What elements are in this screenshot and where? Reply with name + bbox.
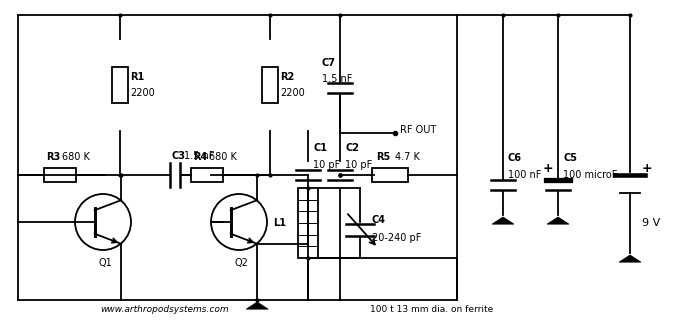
Text: 1.5 nF: 1.5 nF bbox=[184, 151, 214, 161]
Text: C1: C1 bbox=[313, 143, 327, 153]
Text: R4: R4 bbox=[193, 152, 207, 162]
Text: C2: C2 bbox=[345, 143, 359, 153]
Polygon shape bbox=[619, 255, 641, 262]
Bar bbox=[262, 67, 278, 103]
Text: 4.7 K: 4.7 K bbox=[395, 152, 420, 162]
Text: C4: C4 bbox=[372, 215, 386, 225]
Bar bbox=[112, 67, 128, 103]
Text: 20-240 pF: 20-240 pF bbox=[372, 233, 422, 243]
Text: C7: C7 bbox=[322, 58, 336, 68]
Text: R5: R5 bbox=[376, 152, 390, 162]
Text: +: + bbox=[642, 162, 652, 175]
Polygon shape bbox=[492, 217, 514, 224]
Text: RF OUT: RF OUT bbox=[400, 125, 436, 135]
Text: R2: R2 bbox=[280, 72, 294, 82]
Text: 100 nF: 100 nF bbox=[508, 170, 542, 180]
Text: R3: R3 bbox=[46, 152, 60, 162]
Text: 680 K: 680 K bbox=[209, 152, 237, 162]
Polygon shape bbox=[547, 217, 569, 224]
Text: 2200: 2200 bbox=[130, 88, 155, 98]
Bar bbox=[298, 188, 318, 258]
Bar bbox=[44, 168, 76, 182]
Text: C6: C6 bbox=[508, 153, 522, 163]
Text: 9 V: 9 V bbox=[642, 218, 660, 228]
Text: Q1: Q1 bbox=[98, 258, 112, 268]
Text: C5: C5 bbox=[563, 153, 577, 163]
Text: 680 K: 680 K bbox=[62, 152, 90, 162]
Text: 10 pF: 10 pF bbox=[345, 160, 372, 170]
Text: +: + bbox=[542, 162, 553, 175]
Text: 1.5 nF: 1.5 nF bbox=[322, 74, 352, 84]
Text: C3: C3 bbox=[171, 151, 185, 161]
Text: 100 t 13 mm dia. on ferrite: 100 t 13 mm dia. on ferrite bbox=[370, 305, 493, 314]
Polygon shape bbox=[246, 302, 268, 309]
Bar bbox=[372, 168, 408, 182]
Text: L1: L1 bbox=[273, 218, 286, 228]
Text: Q2: Q2 bbox=[234, 258, 248, 268]
Text: 2200: 2200 bbox=[280, 88, 305, 98]
Text: 100 microF: 100 microF bbox=[563, 170, 617, 180]
Bar bbox=[191, 168, 223, 182]
Text: R1: R1 bbox=[130, 72, 144, 82]
Text: www.arthropodsystems.com: www.arthropodsystems.com bbox=[101, 305, 229, 314]
Text: 10 pF: 10 pF bbox=[313, 160, 340, 170]
